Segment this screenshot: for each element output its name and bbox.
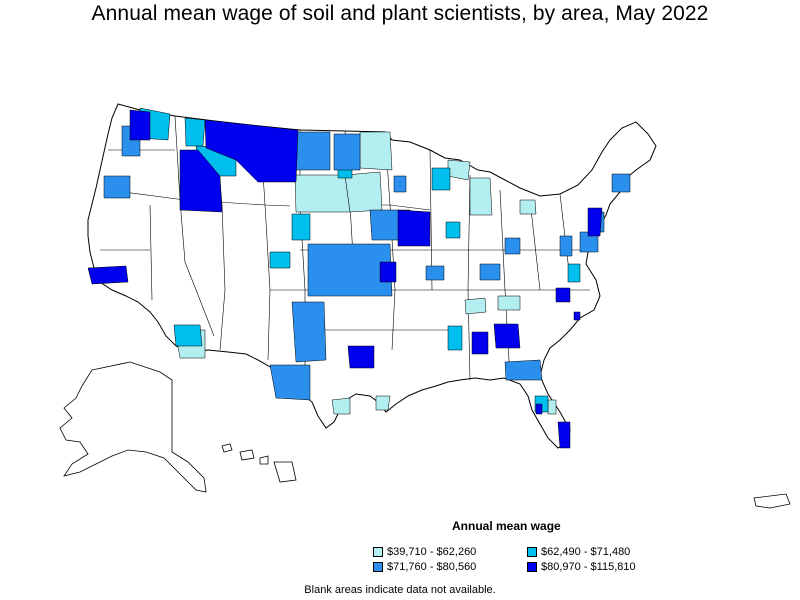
- map-title: Annual mean wage of soil and plant scien…: [91, 2, 709, 25]
- legend-label-4: $80,970 - $115,810: [541, 561, 636, 573]
- legend-swatch-1: [373, 547, 383, 557]
- areas-80970-115810: [87, 109, 603, 449]
- legend-swatch-3: [373, 562, 383, 572]
- legend-item-4: $80,970 - $115,810: [527, 561, 636, 573]
- areas-39710-62260: [174, 131, 557, 415]
- legend-item-1: $39,710 - $62,260: [373, 546, 476, 558]
- puerto-rico-outline: [753, 493, 791, 509]
- legend-title: Annual mean wage: [452, 519, 561, 533]
- legend-swatch-2: [527, 547, 537, 557]
- legend-item-3: $71,760 - $80,560: [373, 561, 476, 573]
- legend-label-1: $39,710 - $62,260: [387, 546, 477, 558]
- areas-71760-80560: [103, 125, 631, 401]
- legend-item-2: $62,490 - $71,480: [527, 546, 630, 558]
- alaska-outline: [59, 361, 207, 493]
- legend-swatch-4: [527, 562, 537, 572]
- hawaii-islands: [221, 443, 297, 483]
- legend-label-3: $71,760 - $80,560: [387, 561, 477, 573]
- blank-areas-note: Blank areas indicate data not available.: [304, 584, 496, 596]
- legend-label-2: $62,490 - $71,480: [541, 546, 631, 558]
